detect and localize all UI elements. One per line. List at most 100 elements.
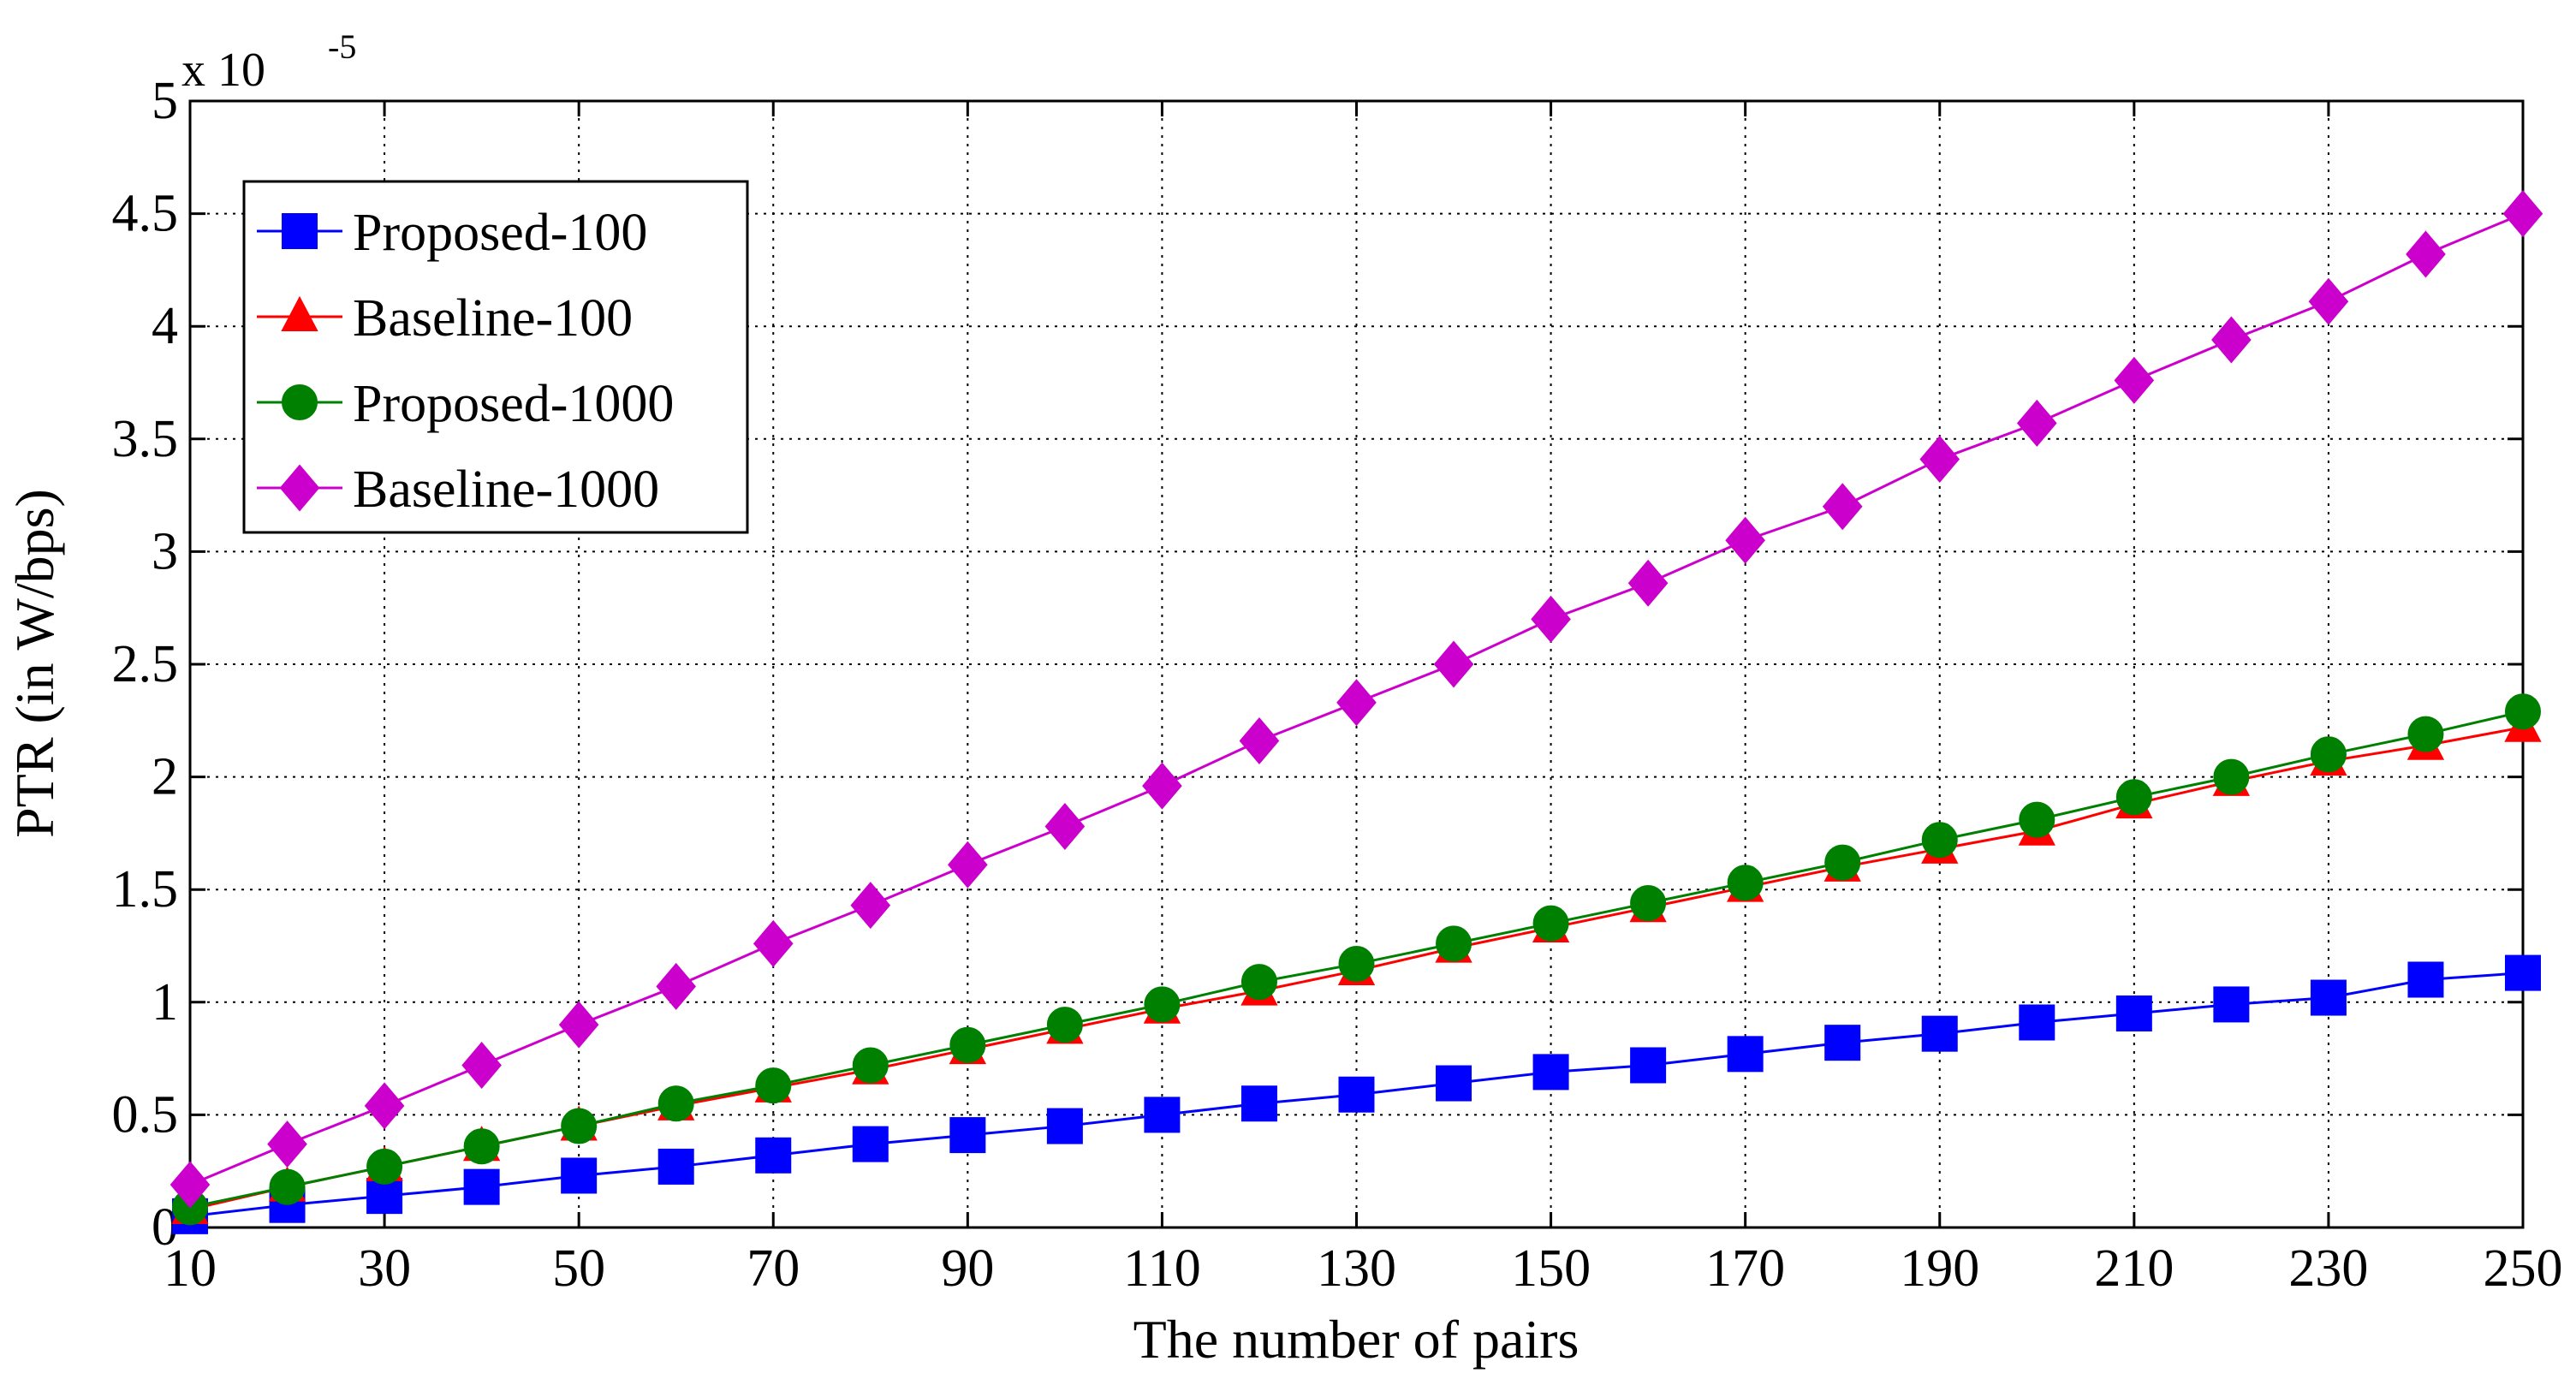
data-point [2407,716,2444,752]
data-point [269,1168,306,1205]
legend-label: Proposed-1000 [353,375,674,433]
data-point [657,1085,694,1122]
data-point [753,919,794,967]
y-axis-label: PTR (in W/bps) [4,489,65,838]
y-tick-label: 4 [152,297,178,355]
data-point [1436,925,1472,962]
data-point [1433,640,1474,688]
y-tick-label: 3.5 [112,410,179,468]
x-tick-label: 150 [1511,1239,1591,1298]
data-point [2310,736,2347,773]
data-point [1240,1085,1277,1122]
data-point [1921,1015,1958,1052]
data-point [461,1041,502,1090]
data-point [1824,1025,1861,1061]
data-point [755,1067,792,1104]
data-point [2505,954,2541,991]
data-point [1144,1097,1181,1133]
legend-entry: Baseline-100 [257,289,633,348]
data-point [1046,1007,1083,1043]
data-point [657,1148,694,1185]
data-point [949,1026,986,1063]
data-point [1531,595,1571,643]
data-point [1532,905,1569,942]
legend-entry: Proposed-1000 [257,375,674,433]
legend-entry: Baseline-1000 [257,461,659,519]
data-point [1630,1047,1667,1084]
data-point [366,1148,403,1185]
data-point [948,841,988,889]
data-point [1240,964,1277,1001]
data-point [558,1001,599,1049]
data-point [2502,190,2543,238]
data-point [755,1137,792,1174]
data-point [1919,435,1960,484]
data-point [2310,979,2347,1016]
data-series [170,190,2543,1234]
legend-marker [282,384,318,420]
data-point [1336,679,1377,727]
data-point [1727,1036,1764,1073]
series-proposed-1000 [172,693,2541,1226]
data-point [2308,277,2349,325]
y-tick-label: 2.5 [112,635,179,693]
legend-box [242,180,749,534]
x-tick-label: 70 [747,1239,800,1298]
x-tick-label: 10 [164,1239,217,1298]
series-baseline-1000 [170,190,2543,1209]
data-point [2019,1004,2055,1041]
legend-label: Baseline-100 [353,289,633,348]
data-point [2114,356,2155,404]
data-point [170,1161,211,1209]
data-point [1338,1076,1375,1113]
data-point [561,1108,598,1144]
y-tick-label: 0.5 [112,1085,179,1144]
x-tick-label: 90 [941,1239,994,1298]
x-tick-label: 190 [1900,1239,1979,1298]
data-point [2019,801,2055,838]
data-point [852,1047,889,1084]
x-tick-label: 50 [552,1239,605,1298]
data-point [2016,399,2057,447]
x-tick-label: 170 [1705,1239,1785,1298]
y-tick-label: 2 [152,748,178,806]
x-tick-label: 250 [2484,1239,2563,1298]
x-axis-label: The number of pairs [1133,1309,1580,1370]
axis-ticks: 10 30 50 70 90 110 130 150 170 190 210 230 25000.511… [112,72,2563,1298]
data-point [2407,961,2444,998]
y-tick-label: 1.5 [112,860,179,918]
y-tick-label: 1 [152,973,178,1031]
data-point [2213,758,2250,795]
data-point [1727,865,1764,901]
data-point [656,962,697,1010]
legend-marker [281,295,318,331]
data-point [1822,483,1863,531]
data-point [267,1120,307,1168]
data-point [364,1082,405,1130]
data-point [1921,822,1958,859]
data-point [1824,844,1861,881]
y-tick-label: 3 [152,522,178,580]
y-tick-label: 5 [152,72,178,130]
data-point [1046,1108,1083,1144]
y-tick-label: 4.5 [112,185,179,243]
x-tick-label: 30 [358,1239,411,1298]
legend-marker [279,464,320,512]
data-point [1142,762,1182,810]
data-point [561,1157,598,1194]
data-point [2505,693,2541,730]
data-point [1630,884,1667,921]
data-point [1144,986,1181,1023]
data-point [463,1128,500,1165]
data-point [1338,946,1375,983]
data-point [1532,1054,1569,1091]
data-point [949,1117,986,1154]
data-point [1725,516,1765,564]
data-point [1239,716,1280,765]
data-point [1627,559,1669,607]
y-multiplier-exponent: -5 [328,27,356,66]
data-point [852,1126,889,1162]
data-point [2115,995,2152,1031]
data-point [1436,1065,1472,1102]
